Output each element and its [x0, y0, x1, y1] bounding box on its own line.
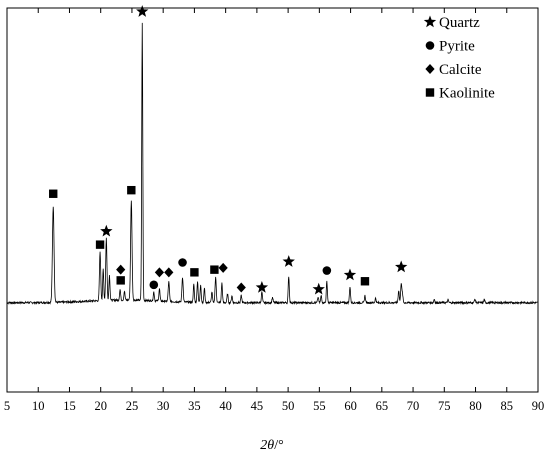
marker-kaolinite [116, 276, 125, 285]
x-tick-label: 50 [282, 399, 295, 413]
x-axis-ticks [6, 8, 539, 392]
x-tick-label: 75 [438, 399, 451, 413]
x-axis-unit: /° [274, 438, 284, 453]
marker-kaolinite [95, 240, 105, 249]
marker-calcite [218, 262, 228, 273]
x-tick-label: 35 [188, 399, 201, 413]
x-tick-label: 5 [4, 399, 10, 413]
legend-symbol-diamond [425, 64, 435, 74]
x-tick-label: 80 [469, 399, 482, 413]
x-tick-label: 40 [219, 399, 232, 413]
x-tick-label: 15 [63, 399, 76, 413]
marker-pyrite [149, 280, 159, 290]
legend-label-quartz: Quartz [439, 15, 480, 31]
marker-kaolinite [210, 265, 219, 274]
x-axis-title: 2θ/° [260, 438, 283, 453]
xrd-pattern-line [6, 22, 539, 306]
x-tick-label: 20 [94, 399, 107, 413]
x-tick-label: 30 [157, 399, 170, 413]
x-axis-symbol: 2θ [260, 438, 274, 453]
marker-kaolinite [360, 277, 370, 286]
marker-kaolinite [190, 268, 199, 277]
legend-symbol-square [425, 88, 435, 97]
x-tick-label: 25 [126, 399, 139, 413]
legend-symbol-star [423, 15, 437, 28]
marker-kaolinite [127, 185, 136, 195]
marker-quartz [312, 282, 325, 295]
marker-quartz [255, 281, 269, 293]
legend-label-calcite: Calcite [439, 62, 482, 78]
marker-quartz [343, 268, 357, 281]
x-tick-label: 85 [501, 399, 514, 413]
marker-quartz [395, 260, 408, 273]
marker-quartz [136, 5, 149, 17]
x-tick-label: 90 [532, 399, 545, 413]
phase-markers [49, 5, 408, 295]
marker-quartz [100, 224, 113, 237]
legend-label-pyrite: Pyrite [439, 39, 475, 55]
x-tick-label: 65 [376, 399, 389, 413]
x-axis-tick-labels: 5 10 15 20 25 30 35 40 45 50 55 60 65 70 75 80 85 90 [4, 399, 544, 413]
x-tick-label: 70 [407, 399, 420, 413]
legend-symbol-circle [425, 41, 435, 50]
marker-pyrite [178, 258, 187, 267]
x-tick-label: 55 [313, 399, 326, 413]
x-tick-label: 45 [251, 399, 264, 413]
marker-pyrite [322, 266, 332, 275]
marker-calcite [236, 282, 246, 293]
marker-calcite [164, 267, 174, 278]
marker-quartz [282, 255, 295, 267]
marker-calcite [154, 267, 165, 278]
marker-calcite [116, 264, 126, 275]
legend-label-kaolinite: Kaolinite [439, 86, 495, 102]
legend: Quartz Pyrite Calcite Kaolinite [423, 15, 495, 102]
marker-kaolinite [49, 189, 58, 198]
x-tick-label: 10 [32, 399, 45, 413]
plot-frame [6, 7, 539, 393]
x-tick-label: 60 [344, 399, 357, 413]
